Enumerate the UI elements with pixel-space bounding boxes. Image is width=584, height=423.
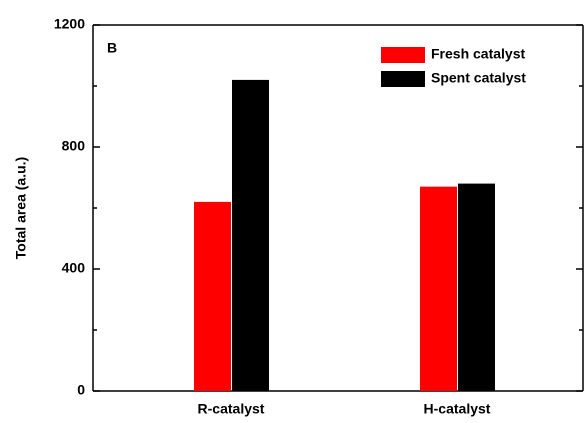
panel-label: B (107, 40, 117, 56)
bar (232, 79, 269, 392)
y-axis-label: Total area (a.u.) (13, 157, 29, 259)
bar (194, 201, 231, 391)
y-tick-label: 800 (62, 138, 86, 154)
y-tick-label: 1200 (54, 16, 85, 32)
legend-swatch (381, 71, 425, 87)
legend-label: Spent catalyst (431, 70, 526, 86)
legend-swatch (381, 47, 425, 63)
y-tick-label: 0 (77, 382, 85, 398)
bar (420, 186, 457, 391)
y-tick-label: 400 (62, 260, 86, 276)
bar (458, 183, 495, 391)
x-tick-label: R-catalyst (198, 401, 265, 417)
legend-label: Fresh catalyst (431, 46, 525, 62)
x-tick-label: H-catalyst (424, 401, 491, 417)
